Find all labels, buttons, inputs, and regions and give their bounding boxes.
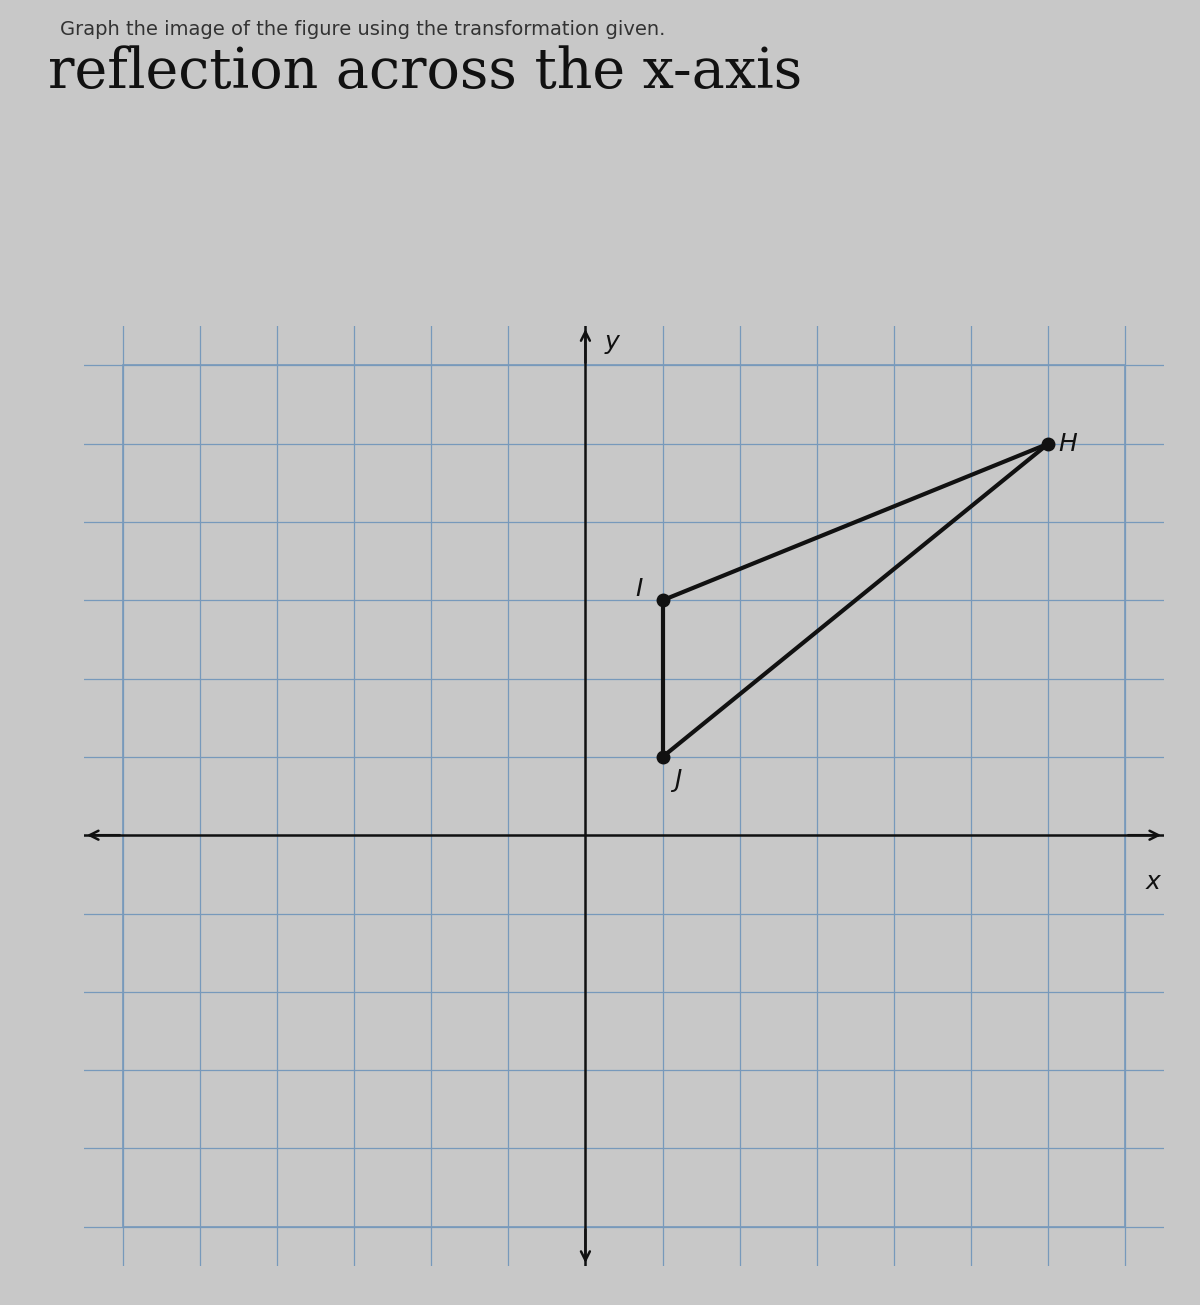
Text: H: H — [1058, 432, 1076, 455]
Text: I: I — [636, 577, 643, 600]
Text: x: x — [1145, 870, 1160, 894]
Text: J: J — [674, 769, 682, 792]
Text: Graph the image of the figure using the transformation given.: Graph the image of the figure using the … — [60, 20, 665, 39]
Text: y: y — [605, 330, 619, 354]
Text: reflection across the x-axis: reflection across the x-axis — [48, 46, 803, 100]
